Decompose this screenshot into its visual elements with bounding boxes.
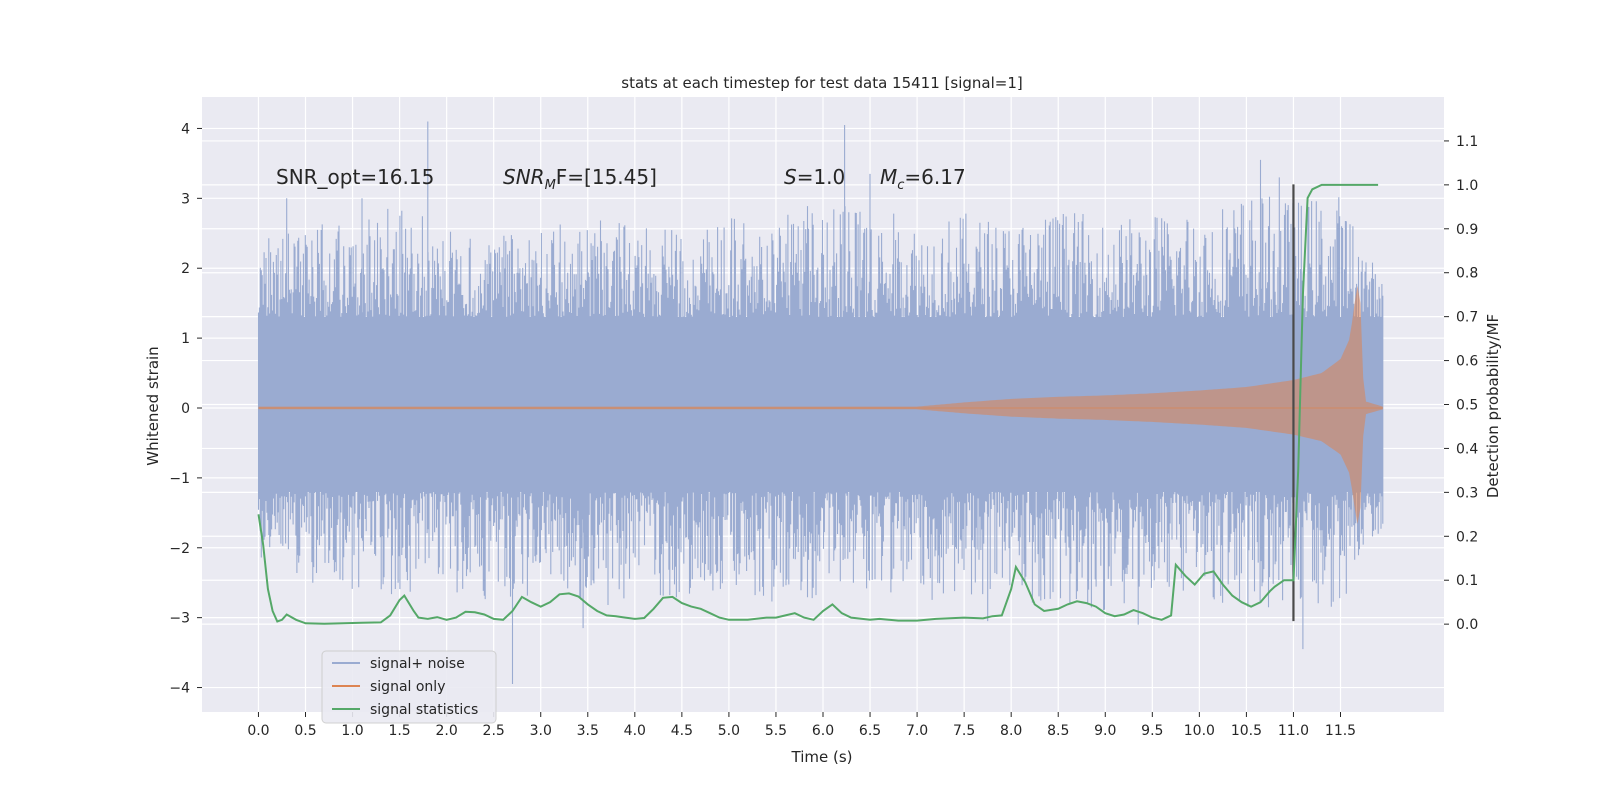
annotation-snr-opt: SNR_opt=16.15: [276, 165, 434, 189]
y-right-tick-label: 0.1: [1456, 573, 1478, 589]
x-tick-label: 4.5: [671, 723, 693, 739]
y-right-tick-label: 0.0: [1456, 617, 1478, 633]
y-tick-label: −4: [169, 681, 190, 697]
y-right-tick-label: 0.7: [1456, 310, 1478, 326]
y-right-tick-label: 0.2: [1456, 529, 1478, 545]
y-right-tick-label: 0.6: [1456, 354, 1478, 370]
y-axis-right-label: Detection probability/MF: [1484, 314, 1502, 498]
y-tick-label: −1: [169, 471, 190, 487]
annotation-snr-mf-value: F=[15.45]: [556, 165, 657, 189]
y-right-tick-label: 1.1: [1456, 134, 1478, 150]
x-tick-label: 4.0: [624, 723, 646, 739]
x-tick-label: 1.0: [341, 723, 363, 739]
annotation-snr-mf-sub: M: [545, 178, 556, 193]
annotation-snr-mf: SNRMF=[15.45]: [503, 165, 657, 193]
x-tick-label: 3.5: [577, 723, 599, 739]
signal-statistics-series: [257, 183, 1379, 625]
x-tick-label: 11.0: [1278, 723, 1309, 739]
x-tick-label: 9.5: [1141, 723, 1163, 739]
legend-box: [321, 650, 497, 724]
x-tick-label: 10.0: [1184, 723, 1215, 739]
x-tick-label: 10.5: [1231, 723, 1262, 739]
y-right-tick-label: 0.3: [1456, 485, 1478, 501]
annotation-s-sym: S: [784, 165, 797, 189]
annotation-snr-mf-prefix: SNR: [503, 165, 545, 189]
x-tick-label: 2.5: [483, 723, 505, 739]
x-tick-label: 2.0: [436, 723, 458, 739]
y-right-tick-label: 0.9: [1456, 222, 1478, 238]
y-right-tick-label: 0.8: [1456, 266, 1478, 282]
annotation-s: S=1.0: [784, 165, 845, 189]
x-tick-label: 8.0: [1000, 723, 1022, 739]
legend-label-signal-statistics: signal statistics: [370, 702, 478, 718]
annotation-mc-sym: M: [880, 165, 897, 189]
y-right-tick-label: 0.4: [1456, 441, 1478, 457]
x-tick-label: 0.5: [294, 723, 316, 739]
x-tick-label: 11.5: [1325, 723, 1356, 739]
y-right-tick-label: 1.0: [1456, 178, 1478, 194]
x-tick-label: 6.0: [812, 723, 834, 739]
y-tick-label: 4: [181, 121, 190, 137]
x-tick-label: 5.5: [765, 723, 787, 739]
y-tick-label: 3: [181, 191, 190, 207]
x-tick-label: 6.5: [859, 723, 881, 739]
annotation-mc-value: =6.17: [904, 165, 965, 189]
y-tick-label: −3: [169, 611, 190, 627]
annotation-s-value: =1.0: [797, 165, 846, 189]
y-tick-label: 1: [181, 331, 190, 347]
x-tick-label: 0.0: [247, 723, 269, 739]
chart-title: stats at each timestep for test data 154…: [621, 74, 1022, 92]
x-tick-label: 1.5: [388, 723, 410, 739]
y-axis-label: Whitened strain: [144, 346, 162, 465]
x-tick-label: 3.0: [530, 723, 552, 739]
y-right-tick-label: 0.5: [1456, 398, 1478, 414]
annotation-mc: Mc=6.17: [880, 165, 966, 193]
x-tick-label: 7.0: [906, 723, 928, 739]
legend-label-signal-noise: signal+ noise: [370, 656, 465, 672]
x-tick-label: 5.0: [718, 723, 740, 739]
x-tick-label: 7.5: [953, 723, 975, 739]
y-tick-label: 0: [181, 401, 190, 417]
x-tick-label: 9.0: [1094, 723, 1116, 739]
legend: signal+ noise signal only signal statist…: [321, 650, 497, 724]
y-tick-label: 2: [181, 261, 190, 277]
legend-label-signal-only: signal only: [370, 679, 445, 695]
y-tick-label: −2: [169, 541, 190, 557]
x-axis-label: Time (s): [791, 748, 853, 766]
signal-only-series: [258, 285, 1383, 525]
x-tick-label: 8.5: [1047, 723, 1069, 739]
annotation-mc-sub: c: [897, 178, 904, 193]
